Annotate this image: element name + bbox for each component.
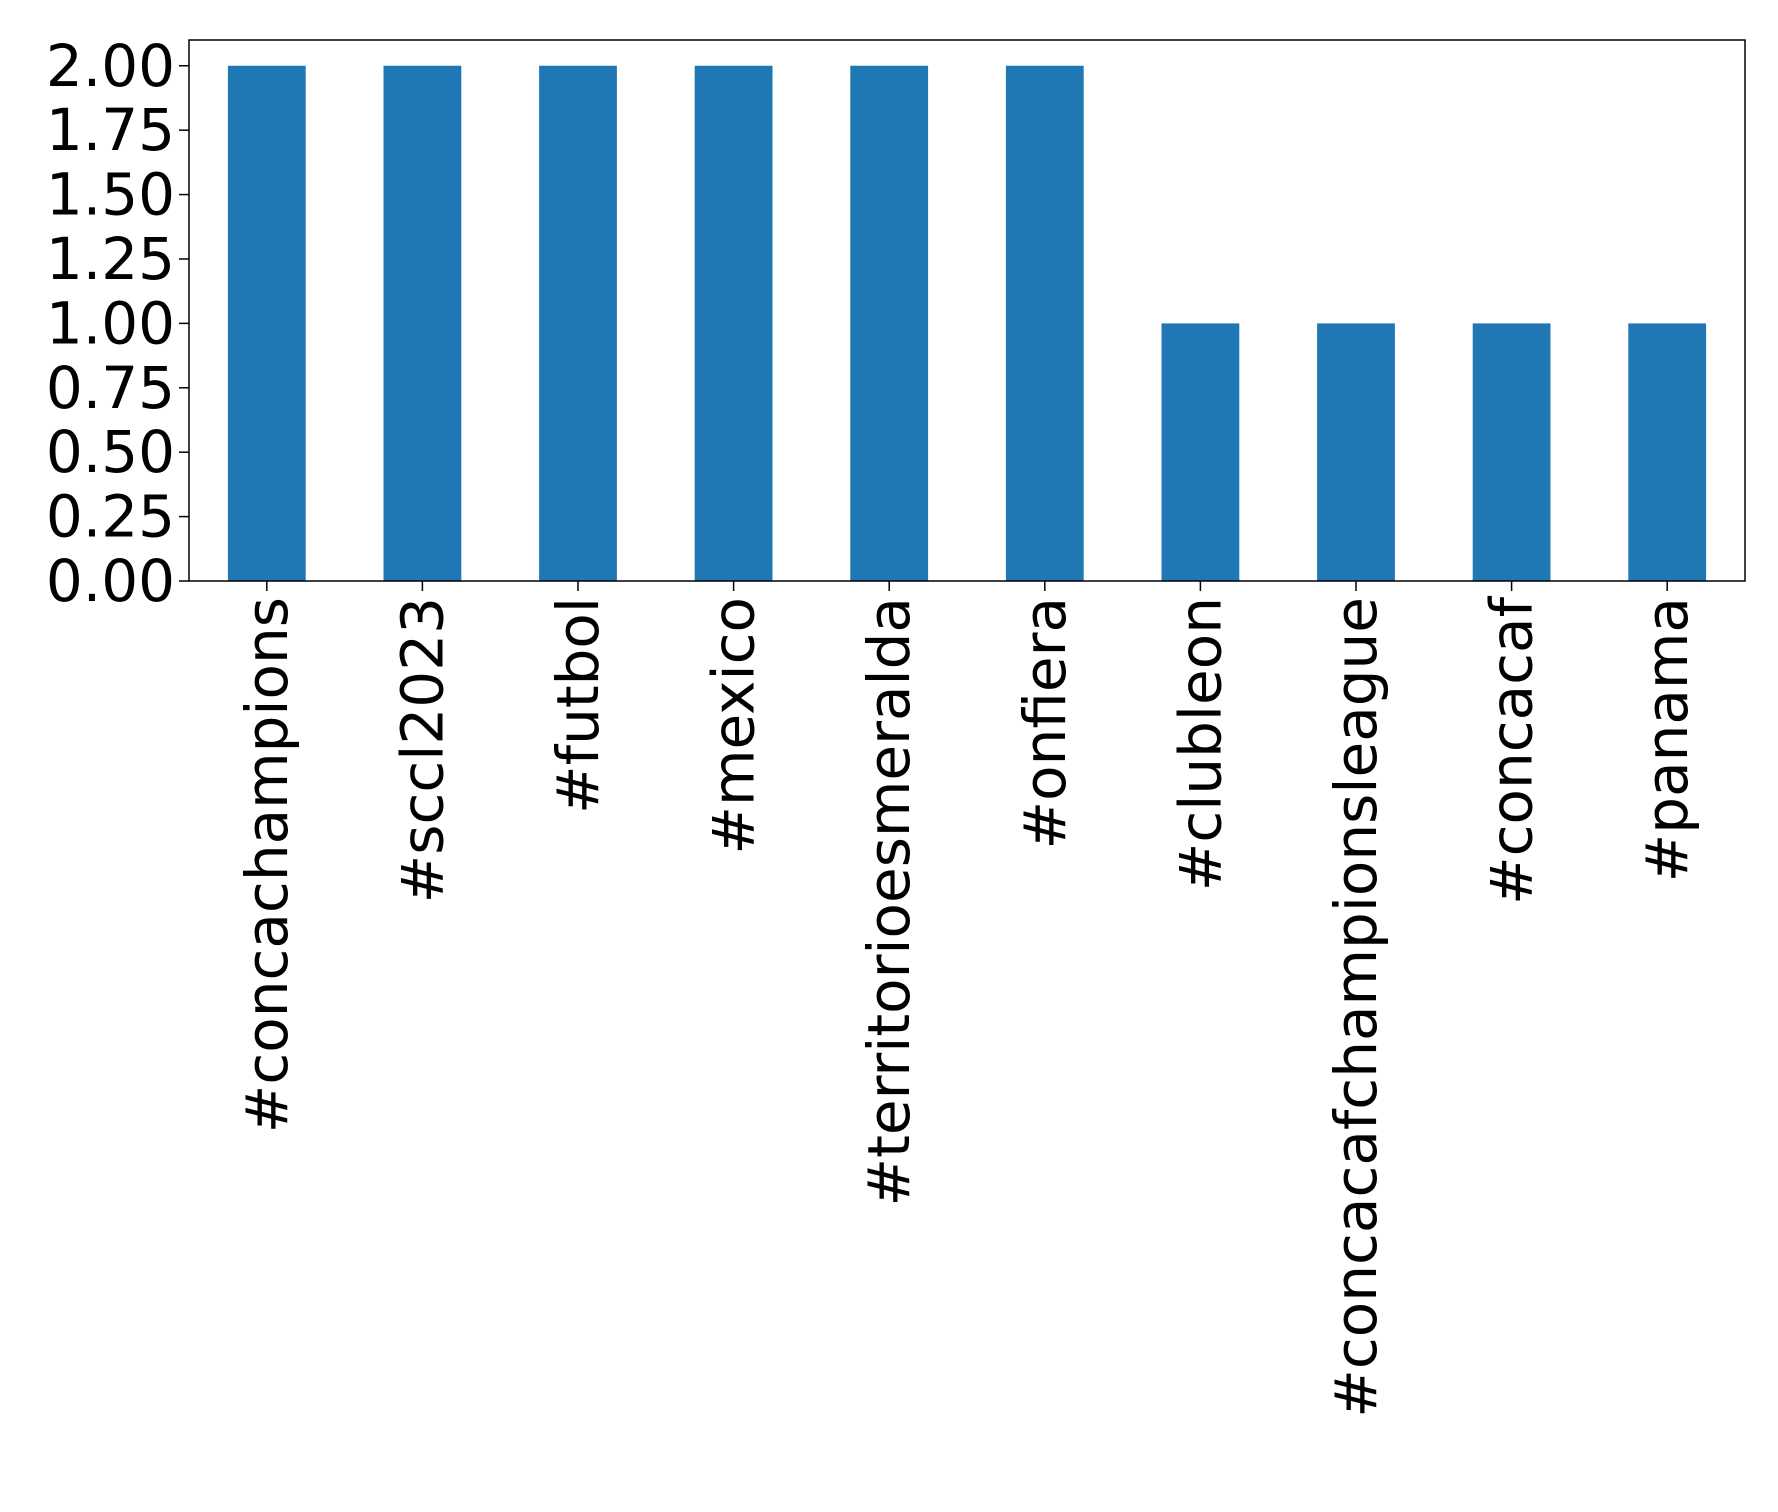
bars-group bbox=[227, 65, 1707, 581]
bar-mexico bbox=[694, 65, 773, 581]
y-axis: 0.000.250.500.751.001.251.501.752.00 bbox=[46, 32, 189, 615]
x-tick-label: #concacafchampionsleague bbox=[1322, 597, 1390, 1418]
bar-concacafchampionsleague bbox=[1317, 323, 1395, 581]
x-tick-label: #concacaf bbox=[1478, 595, 1546, 905]
y-tick-label: 1.50 bbox=[46, 161, 175, 229]
bar-territorioesmeralda bbox=[850, 65, 929, 581]
y-tick-label: 1.00 bbox=[46, 289, 175, 357]
y-tick-label: 1.75 bbox=[46, 96, 175, 164]
bar-concacaf bbox=[1472, 323, 1551, 581]
y-tick-label: 2.00 bbox=[46, 32, 175, 100]
y-tick-label: 0.50 bbox=[46, 418, 175, 486]
y-tick-label: 0.00 bbox=[46, 547, 175, 615]
y-tick-label: 0.25 bbox=[46, 483, 175, 551]
x-tick-label: #sccl2023 bbox=[388, 597, 456, 903]
x-tick-label: #onfiera bbox=[1011, 597, 1079, 849]
bar-futbol bbox=[539, 65, 617, 581]
y-tick-label: 0.75 bbox=[46, 354, 175, 422]
y-tick-label: 1.25 bbox=[46, 225, 175, 293]
bar-sccl2023 bbox=[383, 65, 462, 581]
x-tick-label: #panama bbox=[1633, 597, 1701, 882]
bar-clubleon bbox=[1161, 323, 1240, 581]
bar-onfiera bbox=[1005, 65, 1084, 581]
x-tick-label: #concachampions bbox=[233, 597, 301, 1133]
x-tick-label: #mexico bbox=[700, 597, 768, 855]
x-tick-label: #clubleon bbox=[1166, 597, 1234, 891]
bar-panama bbox=[1628, 323, 1707, 581]
plot-area-frame bbox=[188, 39, 1746, 582]
x-tick-label: #territorioesmeralda bbox=[855, 597, 923, 1206]
bar-concachampions bbox=[227, 65, 306, 581]
x-tick-label: #futbol bbox=[544, 597, 612, 814]
x-axis: #concachampions #sccl2023 #futbol #mexico #t… bbox=[233, 581, 1701, 1418]
